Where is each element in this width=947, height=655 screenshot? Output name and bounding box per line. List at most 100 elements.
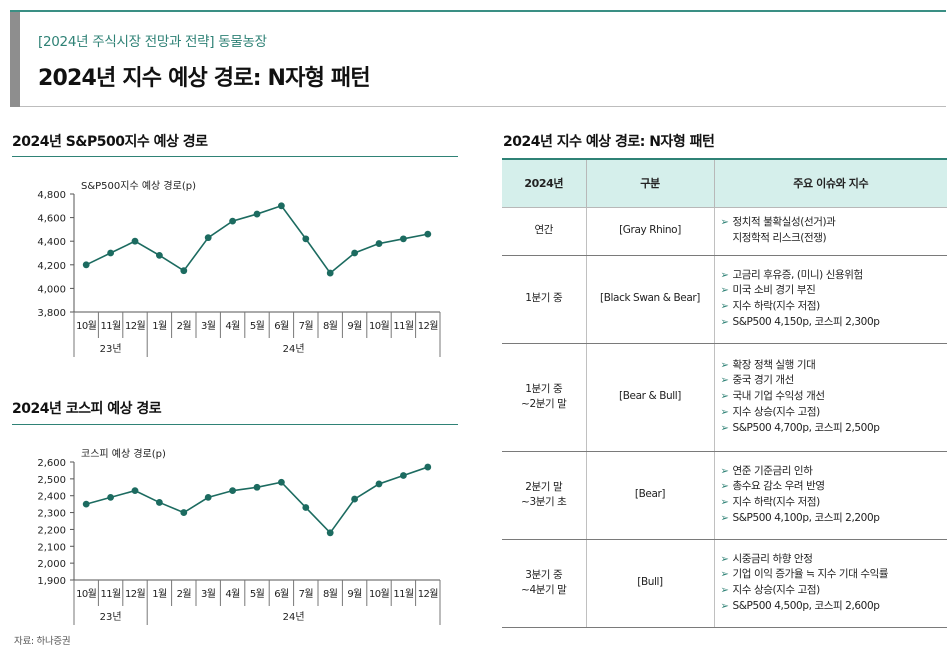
arrow-bullet-icon: ➢ — [720, 497, 729, 508]
sp500-data-point — [180, 267, 188, 275]
kospi-year-label: 24년 — [283, 611, 305, 623]
sp500-data-point — [375, 240, 383, 247]
issue-item: ➢ 연준 기준금리 인하 — [721, 464, 944, 480]
sp500-x-tick-label: 6월 — [274, 320, 289, 332]
kospi-x-tick-label: 2월 — [177, 588, 192, 600]
kospi-chart-title: 2024년 코스피 예상 경로 — [12, 401, 162, 417]
sp500-data-point — [131, 237, 139, 245]
kospi-year-label: 23년 — [100, 611, 122, 623]
arrow-bullet-icon: ➢ — [720, 359, 729, 371]
issues-cell: ➢ 시중금리 하향 안정 ➢ 기업 이익 증가율 ≒ 지수 기대 수익률 ➢ 지수 상승(… — [713, 538, 947, 628]
issue-text: S&P500 4,500p, 코스피 2,600p — [732, 599, 880, 612]
issue-item: ➢ 총수요 감소 우려 반영 — [721, 479, 944, 495]
column-header-category: 구분 — [585, 158, 715, 208]
period-label: 연간 — [534, 224, 554, 237]
sp500-x-tick-label: 11월 — [101, 320, 122, 332]
issue-text: S&P500 4,100p, 코스피 2,200p — [732, 511, 880, 524]
sp500-line-chart: S&P500지수 예상 경로(p) 3,800 4,000 4,200 4,400 4,6… — [37, 179, 441, 357]
sp500-y-tick-label: 4,000 — [37, 284, 66, 295]
kospi-y-tick-label: 2,600 — [37, 458, 66, 469]
kospi-x-tick-label: 4월 — [225, 588, 240, 600]
arrow-bullet-icon: ➢ — [720, 465, 729, 477]
issue-text: 연준 기준금리 인하 — [732, 464, 813, 477]
sp500-x-tick-label: 1월 — [152, 320, 167, 332]
sp500-data-point — [107, 249, 114, 257]
column-header-issues: 주요 이슈와 지수 — [713, 158, 947, 208]
kospi-data-point — [156, 499, 163, 506]
issue-item: ➢ 지수 하락(지수 저점) — [721, 299, 944, 315]
issues-cell: ➢ 연준 기준금리 인하 ➢ 총수요 감소 우려 반영 ➢ 지수 하락(지수 저점) ➢ S&… — [713, 450, 947, 540]
sp500-x-tick-label: 8월 — [323, 320, 338, 332]
kospi-y-tick-label: 1,900 — [37, 576, 66, 587]
pattern-table-title: 2024년 지수 예상 경로: N자형 패턴 — [503, 134, 715, 150]
issue-text: 중국 경기 개선 — [732, 374, 795, 387]
issue-item: ➢ 지수 상승(지수 고점) — [721, 405, 944, 421]
sp500-x-tick-label: 10월 — [369, 320, 390, 332]
period-cell: 1분기 중 — [502, 254, 587, 344]
pattern-type-cell: [Bull] — [585, 538, 715, 628]
sp500-data-point — [229, 217, 237, 225]
arrow-bullet-icon: ➢ — [720, 481, 729, 493]
kospi-data-point — [107, 494, 114, 501]
issue-item: ➢ S&P500 4,100p, 코스피 2,200p — [721, 511, 944, 527]
issues-cell: ➢ 정치적 불확실성(선거)과 지정학적 리스크(전쟁) — [713, 206, 947, 256]
sp500-data-point — [400, 235, 407, 243]
issue-text: 총수요 감소 우려 반영 — [732, 480, 826, 493]
issue-text: 고금리 후유증, (미니) 신용위험 — [732, 268, 864, 281]
period-cell: 1분기 중 ~2분기 말 — [502, 342, 587, 452]
arrow-bullet-icon: ➢ — [720, 422, 729, 434]
sp500-x-tick-label: 5월 — [250, 320, 265, 332]
sp500-x-tick-label: 7월 — [299, 320, 314, 332]
kospi-data-point — [424, 463, 432, 471]
kospi-title-rule — [12, 424, 458, 425]
issue-text: S&P500 4,150p, 코스피 2,300p — [732, 315, 880, 328]
arrow-bullet-icon: ➢ — [720, 316, 729, 328]
pattern-type-cell: [Bear] — [585, 450, 715, 540]
period-cell: 3분기 중 ~4분기 말 — [502, 538, 587, 628]
sp500-x-tick-label: 2월 — [177, 320, 192, 332]
sp500-data-point — [82, 261, 90, 269]
sp500-y-tick-label: 4,600 — [37, 214, 66, 225]
kospi-data-point — [229, 487, 237, 495]
sp500-series-label: S&P500지수 예상 경로(p) — [81, 179, 196, 192]
pattern-type-cell: [Bear & Bull] — [585, 342, 715, 452]
period-label: ~4분기 말 — [521, 584, 567, 596]
issue-text: 기업 이익 증가율 ≒ 지수 기대 수익률 — [732, 568, 889, 581]
column-header-year: 2024년 — [502, 158, 587, 208]
arrow-bullet-icon: ➢ — [720, 217, 729, 229]
issue-text: 미국 소비 경기 부진 — [732, 284, 816, 297]
kospi-x-tick-label: 12월 — [125, 588, 146, 600]
arrow-bullet-icon: ➢ — [720, 391, 729, 403]
kospi-data-point — [375, 480, 383, 488]
kospi-data-point — [326, 529, 334, 537]
period-label: ~2분기 말 — [521, 398, 567, 410]
kospi-x-tick-label: 12월 — [418, 588, 439, 600]
sp500-title-rule — [12, 156, 458, 157]
kospi-x-tick-label: 7월 — [299, 588, 314, 600]
kospi-data-point — [180, 509, 188, 516]
n-pattern-table: 2024년 구분 주요 이슈와 지수 연간 [Gray Rhino] ➢ 정치적 불확… — [502, 158, 947, 628]
sp500-y-tick-label: 4,400 — [37, 237, 66, 248]
kospi-series-line — [85, 466, 429, 535]
kospi-x-tick-label: 6월 — [274, 588, 289, 600]
issue-text: 지수 하락(지수 저점) — [732, 300, 821, 312]
table-row: 3분기 중 ~4분기 말 [Bull] ➢ 시중금리 하향 안정 ➢ 기업 이익 증가율 ≒… — [502, 538, 947, 628]
kospi-x-tick-label: 10월 — [369, 588, 390, 600]
kospi-series-label: 코스피 예상 경로(p) — [81, 447, 166, 460]
header-bottom-rule — [20, 106, 946, 107]
kospi-line-chart: 코스피 예상 경로(p) 1,900 2,000 2,100 2,200 2,300 2,4… — [37, 447, 441, 625]
arrow-bullet-icon: ➢ — [720, 375, 729, 387]
period-label: ~3분기 초 — [521, 496, 567, 508]
kospi-y-tick-label: 2,500 — [37, 475, 66, 486]
issue-item: ➢ 지수 하락(지수 저점) — [721, 495, 944, 511]
kospi-y-tick-label: 2,000 — [37, 559, 66, 570]
issue-text: 정치적 불확실성(선거)과 — [732, 216, 836, 229]
sp500-y-tick-label: 4,200 — [37, 261, 66, 272]
issue-item: ➢ 정치적 불확실성(선거)과 — [721, 215, 944, 231]
arrow-bullet-icon — [721, 231, 733, 247]
sp500-x-tick-label: 9월 — [347, 320, 362, 332]
table-header-row: 2024년 구분 주요 이슈와 지수 — [502, 158, 947, 208]
page-title: 2024년 지수 예상 경로: N자형 패턴 — [38, 66, 371, 91]
table-row: 1분기 중 [Black Swan & Bear] ➢ 고금리 후유증, (미니) 신… — [502, 254, 947, 344]
sp500-data-point — [253, 210, 261, 218]
